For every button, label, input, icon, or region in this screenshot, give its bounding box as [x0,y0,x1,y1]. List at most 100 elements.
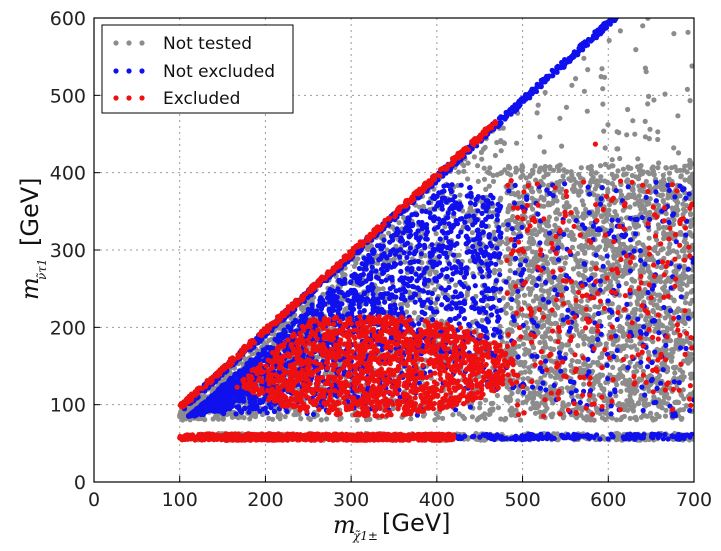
point-not-tested [515,398,521,404]
point-not-tested [541,149,547,155]
point-not-tested [549,256,555,262]
point-not-tested [581,275,588,281]
point-not-tested [440,415,446,421]
point-not-tested [249,351,255,357]
point-not-tested [465,160,471,166]
point-not-tested [651,171,657,178]
point-not-tested [578,189,584,195]
point-not-tested [499,170,505,176]
point-not-tested [573,206,579,212]
point-not-tested [633,417,640,423]
point-not-tested [627,415,633,421]
point-not-tested [564,169,570,175]
point-not-tested [282,414,288,420]
point-not-tested [549,200,556,206]
point-not-tested [674,309,680,315]
point-not-tested [499,239,505,245]
point-not-tested [532,163,538,169]
point-not-excluded [506,108,512,115]
point-not-tested [590,359,596,365]
point-not-tested [672,399,678,406]
point-not-tested [645,268,652,274]
point-not-tested [541,174,547,180]
point-not-tested [507,268,513,274]
point-not-tested [547,164,553,170]
point-not-tested [530,206,536,212]
point-not-tested [602,145,608,151]
point-not-tested [498,416,504,422]
point-not-tested [180,417,186,423]
point-not-tested [588,171,594,177]
point-not-tested [508,217,514,223]
point-not-tested [542,402,549,408]
point-not-tested [621,172,627,178]
point-not-tested [656,160,662,166]
point-not-tested [600,86,606,92]
point-not-tested [555,305,561,311]
point-not-tested [277,412,283,418]
point-not-tested [490,407,496,413]
point-not-tested [510,289,516,295]
point-not-tested [594,247,600,253]
point-not-tested [632,262,639,268]
point-not-tested [481,176,488,182]
point-not-tested [678,416,685,422]
point-not-tested [498,259,504,265]
point-not-tested [688,223,694,230]
point-not-tested [592,179,598,185]
point-not-tested [481,165,487,171]
point-not-tested [655,305,661,311]
point-not-tested [391,256,397,262]
point-not-tested [600,101,606,107]
point-not-tested [603,218,609,224]
point-not-tested [568,347,574,353]
point-not-tested [368,243,374,249]
point-not-tested [478,149,484,155]
point-not-tested [599,415,606,421]
point-not-tested [380,286,386,292]
point-not-tested [650,307,656,314]
point-not-tested [551,346,557,352]
point-not-tested [469,230,475,236]
point-not-tested [611,254,617,260]
point-not-tested [625,177,631,183]
point-not-tested [522,300,528,306]
point-not-tested [687,157,693,163]
point-not-tested [601,386,607,392]
point-not-tested [663,394,669,400]
point-not-tested [678,173,684,179]
point-not-tested [640,23,646,29]
point-not-tested [635,324,642,330]
point-not-tested [645,199,651,205]
point-not-tested [654,292,660,298]
point-not-tested [594,206,601,212]
point-not-tested [646,136,652,142]
point-not-tested [645,349,652,355]
point-not-tested [539,334,545,340]
point-not-tested [674,204,680,210]
point-not-tested [571,183,577,189]
point-not-tested [559,312,565,319]
point-not-tested [575,343,581,349]
point-not-tested [461,168,467,174]
point-not-tested [503,415,509,422]
point-not-tested [648,410,654,416]
point-not-tested [655,129,661,135]
point-not-tested [607,278,614,284]
point-not-tested [630,118,636,124]
point-not-tested [676,254,682,260]
point-not-tested [566,176,572,182]
point-not-tested [575,393,581,399]
point-not-tested [605,122,611,128]
point-not-tested [520,341,527,347]
point-not-tested [545,261,551,267]
point-not-tested [353,260,359,266]
point-not-tested [582,244,588,250]
point-not-tested [677,167,683,173]
point-not-tested [665,195,671,201]
point-not-tested [599,214,605,220]
point-not-tested [554,198,560,204]
point-not-tested [605,186,611,193]
point-not-tested [266,415,272,421]
point-not-tested [673,342,679,348]
